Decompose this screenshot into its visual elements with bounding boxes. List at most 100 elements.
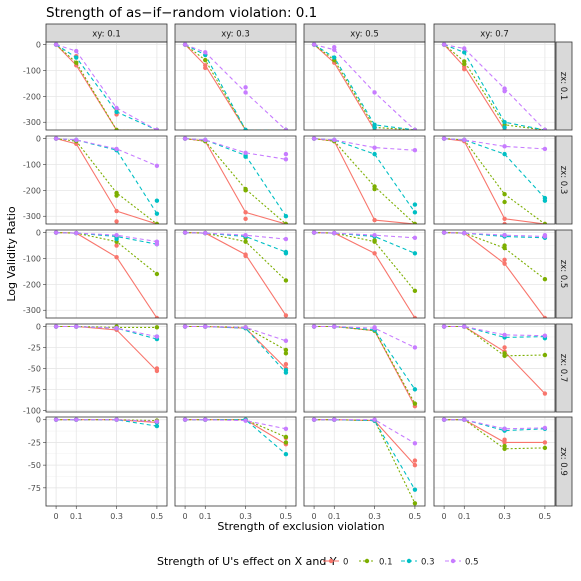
series-line-0.5 — [185, 138, 286, 160]
x-tick-label: 0.1 — [199, 512, 212, 521]
data-point — [502, 199, 507, 205]
series-line-0.3 — [314, 419, 416, 490]
panel — [45, 416, 168, 507]
data-point — [502, 345, 507, 350]
panel-data — [441, 230, 548, 318]
data-point — [311, 324, 317, 329]
data-point — [283, 214, 289, 219]
data-point — [502, 443, 507, 449]
data-point — [412, 251, 418, 256]
y-tick-label: 0 — [36, 135, 41, 144]
data-point — [114, 146, 119, 152]
data-point — [372, 417, 377, 422]
series-line-0 — [184, 44, 286, 130]
y-tick-label: -100 — [23, 254, 41, 263]
data-point — [542, 127, 548, 130]
data-point — [462, 417, 467, 422]
panel — [45, 135, 168, 225]
data-point — [154, 211, 160, 216]
data-point — [53, 324, 59, 329]
data-point — [332, 44, 337, 50]
series-line-0.5 — [184, 44, 287, 130]
row-strip-label: zx: 0.7 — [558, 354, 568, 383]
data-point — [502, 232, 507, 238]
series-line-0.1 — [56, 232, 158, 275]
data-point — [154, 127, 160, 130]
x-tick-label: 0.5 — [151, 512, 164, 521]
data-point — [412, 387, 418, 392]
data-point — [542, 276, 548, 282]
data-point — [154, 419, 160, 424]
chart-title: Strength of as−if−random violation: 0.1 — [46, 5, 317, 21]
series-line-0.5 — [314, 419, 416, 444]
panel — [303, 323, 426, 413]
data-point — [462, 324, 467, 329]
series-line-0 — [443, 44, 545, 130]
data-point — [542, 391, 548, 396]
legend-entry-label: 0.1 — [379, 558, 393, 568]
data-point — [542, 221, 548, 224]
data-point — [462, 61, 467, 67]
data-point — [412, 401, 418, 406]
data-point — [283, 313, 289, 318]
data-point — [412, 148, 418, 153]
panel — [433, 135, 556, 225]
x-tick-label: 0.1 — [458, 512, 471, 521]
panel-data — [53, 417, 160, 429]
data-point — [441, 42, 447, 47]
series-line-0.5 — [443, 44, 546, 130]
series-line-0.1 — [185, 232, 287, 281]
data-point — [243, 232, 248, 238]
data-point — [412, 458, 418, 463]
data-point — [412, 462, 418, 468]
data-point — [283, 338, 289, 343]
x-tick-label: 0 — [442, 512, 447, 521]
panel — [303, 229, 426, 319]
data-point — [462, 137, 467, 143]
panel-border — [303, 416, 426, 507]
data-point — [114, 193, 119, 198]
legend-title: Strength of U's effect on X and Y — [157, 555, 337, 568]
x-tick-label: 0.3 — [368, 512, 381, 521]
y-tick-label: -50 — [28, 364, 41, 373]
panel-data — [53, 42, 160, 130]
data-point — [243, 210, 248, 215]
data-point — [74, 55, 79, 60]
data-point — [542, 333, 548, 338]
data-point — [114, 105, 119, 111]
data-point — [372, 151, 377, 157]
data-point — [114, 232, 119, 238]
series-line-0.1 — [185, 419, 287, 438]
data-point — [502, 426, 507, 432]
row-strip — [555, 41, 573, 131]
legend-key-point — [328, 558, 334, 564]
data-point — [462, 50, 467, 55]
data-point — [412, 202, 418, 207]
data-point — [332, 137, 337, 143]
data-point — [114, 127, 119, 130]
data-point — [502, 351, 507, 356]
series-line-0.1 — [313, 44, 415, 130]
data-point — [441, 136, 447, 141]
data-point — [502, 437, 507, 442]
series-line-0.3 — [55, 44, 158, 130]
data-point — [154, 315, 160, 318]
data-point — [74, 324, 79, 329]
data-point — [283, 367, 289, 373]
data-point — [502, 120, 507, 125]
panel-border — [174, 416, 297, 507]
series-line-0.1 — [185, 325, 287, 351]
y-tick-label: -50 — [28, 461, 41, 470]
data-point — [243, 418, 248, 423]
x-tick-label: 0.5 — [280, 512, 293, 521]
data-point — [372, 232, 377, 238]
data-point — [182, 42, 188, 47]
panel-border — [433, 41, 556, 131]
data-point — [372, 90, 377, 95]
data-point — [283, 127, 289, 130]
series-line-0.1 — [184, 44, 286, 130]
row-strip-label: zx: 0.3 — [558, 166, 568, 195]
data-point — [502, 257, 507, 262]
x-tick-label: 0.3 — [239, 512, 252, 521]
